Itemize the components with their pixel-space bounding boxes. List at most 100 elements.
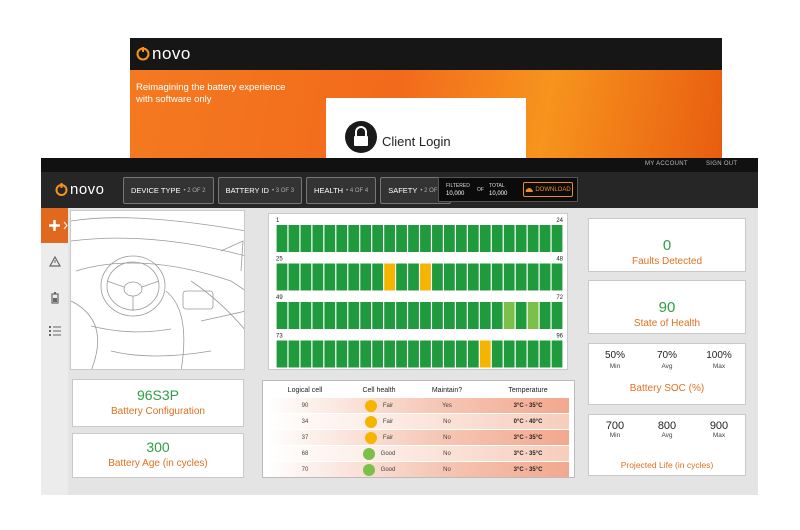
battery-cell xyxy=(324,340,336,368)
table-cell: 34 xyxy=(301,418,309,425)
battery-cell xyxy=(515,340,527,368)
battery-cell xyxy=(396,340,407,368)
stat-value: 70% xyxy=(656,350,677,361)
table-cell: 0°C - 40°C xyxy=(513,418,543,425)
battery-cell xyxy=(455,340,467,368)
battery-cell xyxy=(276,302,288,329)
record-counts: FILTERED 10,000 OF TOTAL 10,000 DOWNLOAD xyxy=(438,177,578,202)
battery-cell xyxy=(444,302,455,329)
login-header: novo xyxy=(130,38,722,70)
battery-cell xyxy=(432,263,443,291)
stat-value: 50% xyxy=(604,350,625,361)
battery-cell xyxy=(444,225,455,252)
battery-cell xyxy=(384,225,395,252)
stat-label: Avg xyxy=(661,363,673,370)
health-cell: Good xyxy=(349,462,409,477)
table-cell: No xyxy=(443,418,451,425)
table-cell: Yes xyxy=(442,402,452,409)
battery-cell xyxy=(312,302,324,329)
battery-cell xyxy=(288,225,300,252)
health-text: Fair xyxy=(382,434,394,441)
table-row: 34 Fair No 0°C - 40°C xyxy=(267,414,569,429)
battery-cell xyxy=(276,340,288,368)
column-header: Temperature xyxy=(508,387,548,394)
download-button[interactable]: DOWNLOAD xyxy=(523,182,573,197)
health-dot xyxy=(364,399,377,412)
faults-panel: 0 Faults Detected xyxy=(588,218,746,272)
battery-cell xyxy=(288,263,300,291)
stat-label: Avg xyxy=(661,432,673,439)
list-icon[interactable] xyxy=(49,326,61,336)
health-text: Good xyxy=(380,466,396,473)
stat-value: 100% xyxy=(706,350,732,361)
battery-cell xyxy=(336,263,348,291)
battery-cell xyxy=(324,263,336,291)
health-text: Fair xyxy=(382,402,394,409)
filter-count[interactable]: • 2 OF 2 xyxy=(420,187,443,194)
filter-button[interactable]: HEALTH • 4 OF 4 xyxy=(306,177,377,204)
battery-cell xyxy=(348,263,360,291)
sign-out-link[interactable]: SIGN OUT xyxy=(706,161,738,167)
logo: novo xyxy=(136,44,191,64)
filter-button[interactable]: BATTERY ID • 3 OF 3 xyxy=(217,177,303,204)
add-button[interactable] xyxy=(41,208,68,243)
my-account-link[interactable]: MY ACCOUNT xyxy=(645,161,688,167)
battery-cell xyxy=(467,263,479,291)
table-cell: 68 xyxy=(301,450,309,457)
filter-label[interactable]: HEALTH xyxy=(314,186,344,195)
battery-cell xyxy=(300,340,312,368)
battery-cell xyxy=(455,225,467,252)
total-value: 10,000 xyxy=(489,191,508,197)
battery-cell xyxy=(336,340,348,368)
battery-cell xyxy=(527,263,539,291)
logo-text: novo xyxy=(152,44,191,63)
stat-label: Min xyxy=(609,363,621,370)
warning-icon[interactable] xyxy=(49,256,61,267)
battery-cell xyxy=(491,302,503,329)
battery-cell xyxy=(396,263,407,291)
battery-cell xyxy=(324,225,336,252)
health-text: Fair xyxy=(382,418,394,425)
row-end-label: 48 xyxy=(556,257,563,263)
filter-label[interactable]: SAFETY xyxy=(388,186,418,195)
table-cell: 37 xyxy=(301,434,309,441)
battery-cell xyxy=(527,225,539,252)
filter-count[interactable]: • 3 OF 3 xyxy=(271,187,295,194)
battery-cell xyxy=(312,263,324,291)
battery-cell xyxy=(300,263,312,291)
table-cell: 3°C - 35°C xyxy=(513,466,543,473)
battery-cell xyxy=(360,340,372,368)
battery-cell xyxy=(503,263,515,291)
battery-cell xyxy=(396,302,407,329)
login-window: novo Reimagining the battery experience … xyxy=(130,38,722,162)
health-cell: Fair xyxy=(349,398,409,413)
faults-label: Faults Detected xyxy=(631,256,703,267)
battery-cell xyxy=(360,263,372,291)
battery-cell xyxy=(396,225,407,252)
battery-cell xyxy=(444,340,455,368)
filter-label[interactable]: DEVICE TYPE xyxy=(131,186,181,195)
battery-cell xyxy=(420,302,431,329)
battery-icon[interactable] xyxy=(51,292,59,304)
filter-count[interactable]: • 2 OF 2 xyxy=(183,187,206,194)
row-start-label: 25 xyxy=(276,257,283,263)
cell-grid: 1 24 25 48 49 72 73 96 xyxy=(268,213,568,370)
login-card[interactable]: Client Login xyxy=(326,98,526,162)
battery-cell xyxy=(372,225,384,252)
battery-cell xyxy=(312,340,324,368)
battery-cell xyxy=(288,340,300,368)
lock-icon xyxy=(345,121,377,153)
row-start-label: 49 xyxy=(276,295,283,301)
filter-label[interactable]: BATTERY ID xyxy=(225,186,269,195)
battery-cell xyxy=(324,302,336,329)
download-text[interactable]: DOWNLOAD xyxy=(535,186,571,193)
battery-cell xyxy=(551,302,563,329)
battery-cell xyxy=(288,302,300,329)
battery-cell xyxy=(420,263,431,291)
of-label: OF xyxy=(477,187,484,193)
client-login[interactable]: Client Login xyxy=(382,134,451,149)
filter-button[interactable]: DEVICE TYPE • 2 OF 2 xyxy=(123,177,214,204)
filtered-value: 10,000 xyxy=(446,191,465,197)
top-bar: MY ACCOUNT SIGN OUT xyxy=(41,158,758,172)
filter-count[interactable]: • 4 OF 4 xyxy=(346,187,369,194)
